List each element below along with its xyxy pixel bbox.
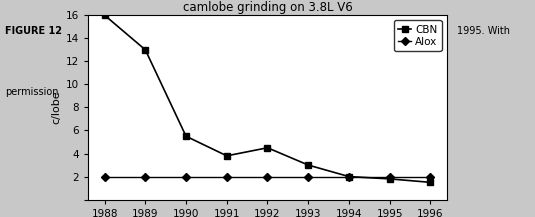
Alox <box>183 175 189 178</box>
Line: CBN: CBN <box>101 12 434 186</box>
Alox <box>386 175 393 178</box>
CBN <box>183 135 189 138</box>
Text: FIGURE 12: FIGURE 12 <box>5 26 63 36</box>
Alox <box>427 175 434 178</box>
CBN <box>142 48 149 51</box>
CBN <box>386 178 393 180</box>
CBN <box>427 181 434 184</box>
Alox <box>142 175 149 178</box>
Line: Alox: Alox <box>102 174 433 179</box>
Alox <box>346 175 352 178</box>
CBN <box>346 175 352 178</box>
Alox <box>101 175 108 178</box>
Alox <box>264 175 271 178</box>
CBN <box>224 155 230 157</box>
CBN <box>101 14 108 16</box>
Alox <box>224 175 230 178</box>
Alox <box>305 175 311 178</box>
Legend: CBN, Alox: CBN, Alox <box>394 20 441 51</box>
Y-axis label: c/lobe: c/lobe <box>52 91 62 124</box>
CBN <box>305 164 311 166</box>
Text: permission: permission <box>5 87 59 97</box>
CBN <box>264 146 271 149</box>
Text: 1995. With: 1995. With <box>457 26 510 36</box>
Title: CBN abrasive costs at Ford Essex 1988–1996
camlobe grinding on 3.8L V6: CBN abrasive costs at Ford Essex 1988–19… <box>135 0 400 14</box>
